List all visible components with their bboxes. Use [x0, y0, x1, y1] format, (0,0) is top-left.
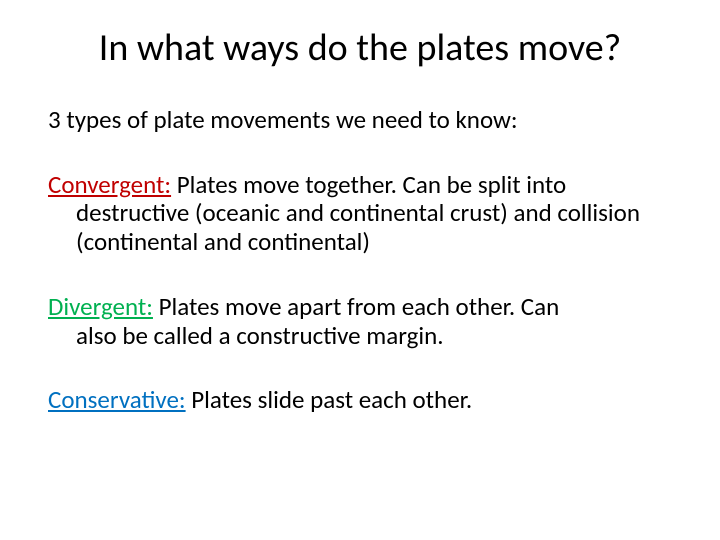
slide: In what ways do the plates move? 3 types…	[0, 0, 720, 540]
item-divergent-rest: also be called a constructive margin.	[48, 322, 672, 351]
term-conservative: Conservative:	[48, 384, 186, 415]
item-convergent-line1: Plates move together. Can be split into	[171, 169, 566, 200]
item-convergent-rest: destructive (oceanic and continental cru…	[48, 199, 672, 257]
term-convergent: Convergent:	[48, 169, 171, 200]
item-divergent: Divergent: Plates move apart from each o…	[48, 293, 672, 351]
item-conservative-line1: Plates slide past each other.	[186, 384, 473, 415]
slide-title: In what ways do the plates move?	[48, 28, 672, 70]
item-convergent: Convergent: Plates move together. Can be…	[48, 171, 672, 257]
item-divergent-line1: Plates move apart from each other. Can	[153, 291, 559, 322]
item-conservative: Conservative: Plates slide past each oth…	[48, 386, 672, 415]
intro-text: 3 types of plate movements we need to kn…	[48, 106, 672, 135]
term-divergent: Divergent:	[48, 291, 153, 322]
